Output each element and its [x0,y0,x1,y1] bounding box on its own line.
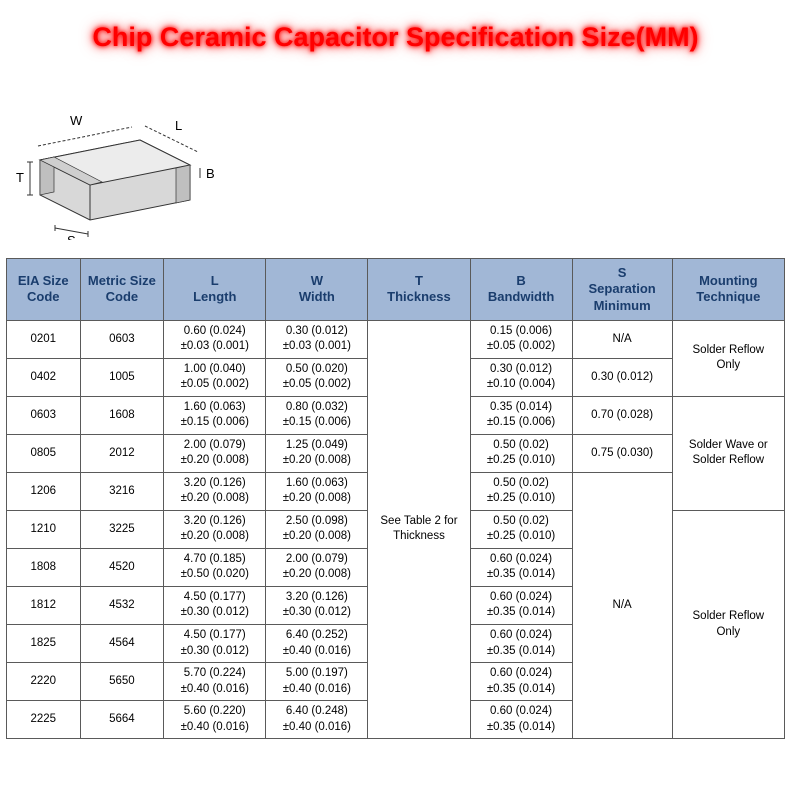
cell-metric: 4520 [80,548,164,586]
dim-label-B: B [206,166,215,181]
th-thickness: TThickness [368,259,470,321]
cell-separation: 0.70 (0.028) [572,396,672,434]
cell-metric: 1005 [80,358,164,396]
cell-bandwidth: 0.15 (0.006)±0.05 (0.002) [470,320,572,358]
cell-bandwidth: 0.60 (0.024)±0.35 (0.014) [470,548,572,586]
cell-length: 0.60 (0.024)±0.03 (0.001) [164,320,266,358]
page-title: Chip Ceramic Capacitor Specification Siz… [0,22,791,53]
cell-length: 5.60 (0.220)±0.40 (0.016) [164,701,266,739]
cell-bandwidth: 0.60 (0.024)±0.35 (0.014) [470,586,572,624]
th-length: LLength [164,259,266,321]
cell-bandwidth: 0.30 (0.012)±0.10 (0.004) [470,358,572,396]
cell-bandwidth: 0.35 (0.014)±0.15 (0.006) [470,396,572,434]
cell-width: 0.50 (0.020)±0.05 (0.002) [266,358,368,396]
th-metric: Metric SizeCode [80,259,164,321]
cell-eia: 1812 [7,586,81,624]
cell-eia: 2220 [7,663,81,701]
th-separation: SSeparationMinimum [572,259,672,321]
cell-metric: 0603 [80,320,164,358]
cell-metric: 2012 [80,434,164,472]
cell-length: 4.70 (0.185)±0.50 (0.020) [164,548,266,586]
cell-bandwidth: 0.60 (0.024)±0.35 (0.014) [470,625,572,663]
cell-metric: 3225 [80,510,164,548]
cell-length: 2.00 (0.079)±0.20 (0.008) [164,434,266,472]
cell-mounting: Solder Wave orSolder Reflow [672,396,784,510]
th-mounting: MountingTechnique [672,259,784,321]
cell-length: 5.70 (0.224)±0.40 (0.016) [164,663,266,701]
cell-metric: 4564 [80,625,164,663]
cell-bandwidth: 0.60 (0.024)±0.35 (0.014) [470,663,572,701]
table-header-row: EIA SizeCode Metric SizeCode LLength WWi… [7,259,785,321]
spec-table: EIA SizeCode Metric SizeCode LLength WWi… [6,258,785,739]
cell-width: 1.25 (0.049)±0.20 (0.008) [266,434,368,472]
cell-length: 1.00 (0.040)±0.05 (0.002) [164,358,266,396]
dim-label-L: L [175,118,182,133]
cell-separation: N/A [572,320,672,358]
cell-eia: 0402 [7,358,81,396]
cell-eia: 1808 [7,548,81,586]
th-bandwidth: BBandwidth [470,259,572,321]
cell-width: 6.40 (0.248)±0.40 (0.016) [266,701,368,739]
cell-mounting: Solder ReflowOnly [672,320,784,396]
th-eia: EIA SizeCode [7,259,81,321]
cell-eia: 2225 [7,701,81,739]
table-row: 020106030.60 (0.024)±0.03 (0.001)0.30 (0… [7,320,785,358]
cell-eia: 0201 [7,320,81,358]
cell-bandwidth: 0.60 (0.024)±0.35 (0.014) [470,701,572,739]
cell-width: 0.80 (0.032)±0.15 (0.006) [266,396,368,434]
cell-eia: 1825 [7,625,81,663]
cell-thickness-merged: See Table 2 forThickness [368,320,470,738]
cell-width: 1.60 (0.063)±0.20 (0.008) [266,472,368,510]
cell-bandwidth: 0.50 (0.02)±0.25 (0.010) [470,510,572,548]
cell-metric: 1608 [80,396,164,434]
cell-width: 3.20 (0.126)±0.30 (0.012) [266,586,368,624]
cell-metric: 3216 [80,472,164,510]
cell-width: 6.40 (0.252)±0.40 (0.016) [266,625,368,663]
cell-eia: 0805 [7,434,81,472]
cell-width: 0.30 (0.012)±0.03 (0.001) [266,320,368,358]
dim-label-S: S [67,233,76,240]
cell-metric: 5650 [80,663,164,701]
cell-eia: 0603 [7,396,81,434]
cell-separation-merged: N/A [572,472,672,738]
cell-width: 5.00 (0.197)±0.40 (0.016) [266,663,368,701]
cell-width: 2.50 (0.098)±0.20 (0.008) [266,510,368,548]
cell-length: 4.50 (0.177)±0.30 (0.012) [164,625,266,663]
cell-separation: 0.75 (0.030) [572,434,672,472]
cell-metric: 5664 [80,701,164,739]
cell-separation: 0.30 (0.012) [572,358,672,396]
cell-bandwidth: 0.50 (0.02)±0.25 (0.010) [470,434,572,472]
cell-width: 2.00 (0.079)±0.20 (0.008) [266,548,368,586]
cell-length: 1.60 (0.063)±0.15 (0.006) [164,396,266,434]
cell-metric: 4532 [80,586,164,624]
cell-length: 4.50 (0.177)±0.30 (0.012) [164,586,266,624]
cell-bandwidth: 0.50 (0.02)±0.25 (0.010) [470,472,572,510]
cell-length: 3.20 (0.126)±0.20 (0.008) [164,510,266,548]
dim-label-T: T [16,170,24,185]
cell-length: 3.20 (0.126)±0.20 (0.008) [164,472,266,510]
cell-mounting: Solder ReflowOnly [672,510,784,738]
th-width: WWidth [266,259,368,321]
capacitor-diagram: L W T B S [10,70,220,240]
cell-eia: 1206 [7,472,81,510]
dim-label-W: W [70,113,83,128]
cell-eia: 1210 [7,510,81,548]
